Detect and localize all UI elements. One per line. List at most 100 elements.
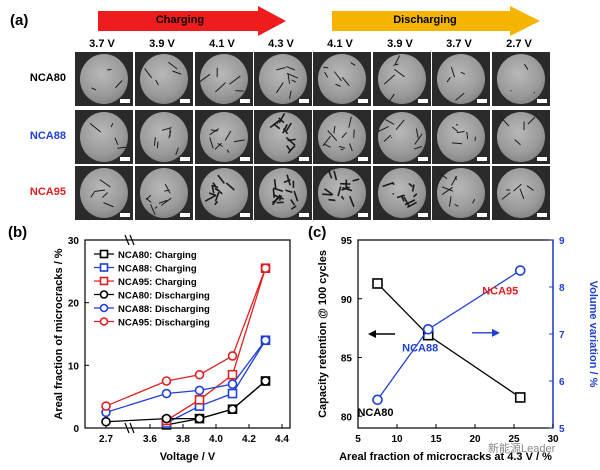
data-point	[194, 413, 205, 424]
sem-image	[373, 110, 431, 164]
series-line	[166, 267, 267, 382]
particle-cross-section	[378, 54, 426, 104]
scale-bar	[240, 99, 250, 103]
crack-pattern	[438, 172, 476, 207]
scale-bar	[180, 213, 190, 217]
sem-image	[313, 110, 371, 164]
particle-cross-section	[259, 168, 307, 218]
crack-pattern	[323, 62, 356, 87]
voltage-label: 3.9 V	[149, 38, 175, 50]
sem-image	[492, 52, 550, 106]
data-point	[161, 413, 172, 424]
scale-bar	[477, 157, 487, 161]
particle-cross-section	[80, 168, 128, 218]
data-point	[227, 404, 238, 414]
sem-image	[195, 52, 253, 106]
crack-pattern	[451, 123, 476, 145]
particle-cross-section	[200, 112, 248, 162]
sem-image	[492, 166, 550, 220]
x-tick-label: 4.2	[242, 434, 256, 445]
scale-bar	[299, 157, 309, 161]
scale-bar	[299, 99, 309, 103]
data-point	[194, 395, 205, 405]
crack-pattern	[144, 61, 182, 86]
sem-image	[432, 166, 490, 220]
crack-pattern	[498, 115, 536, 146]
crack-pattern	[209, 128, 245, 153]
left-axis-arrowhead	[368, 330, 376, 338]
scale-bar	[240, 213, 250, 217]
row-label-nca95: NCA95	[29, 186, 66, 198]
scale-bar	[477, 99, 487, 103]
crack-pattern	[153, 127, 179, 155]
data-point	[101, 401, 111, 411]
legend-marker	[99, 263, 109, 272]
legend-marker	[99, 249, 109, 259]
y-axis-label: Capacity retention @ 100 cycles	[317, 250, 329, 418]
x-tick-label: 20	[469, 434, 481, 445]
data-point	[260, 335, 271, 346]
legend-entry: NCA80: Discharging	[118, 291, 210, 302]
y-tick-label: 95	[341, 236, 353, 247]
crack-pattern	[199, 67, 244, 93]
scale-bar	[299, 213, 309, 217]
x-tick-label: 3.6	[143, 434, 157, 445]
series-line-segment	[105, 380, 167, 407]
voltage-label: 4.1 V	[327, 38, 353, 50]
scale-bar	[537, 213, 547, 217]
x-axis-label: Areal fraction of microcracks at 4.3 V /…	[339, 451, 552, 463]
x-tick-label: 4.0	[209, 434, 223, 445]
y-tick-label: 80	[341, 412, 353, 423]
legend-entry: NCA88: Discharging	[118, 304, 210, 315]
sem-image	[492, 110, 550, 164]
sem-image	[313, 52, 371, 106]
volume-point	[372, 394, 383, 406]
legend-marker	[99, 290, 109, 299]
sem-image	[254, 110, 312, 164]
x-tick-label: 15	[430, 434, 442, 445]
crack-pattern	[501, 183, 534, 200]
voltage-label: 2.7 V	[506, 38, 532, 50]
data-point	[227, 351, 238, 361]
crack-pattern	[382, 181, 418, 208]
y2-tick-label: 8	[559, 283, 565, 294]
series-line	[166, 339, 267, 395]
scale-bar	[477, 213, 487, 217]
x-tick-label: 30	[547, 434, 559, 445]
particle-cross-section	[497, 54, 545, 104]
y2-tick-label: 6	[559, 377, 565, 388]
y-tick-label: 0	[73, 424, 79, 435]
discharging-label: Discharging	[393, 14, 457, 26]
watermark: 新能源Leader	[488, 443, 556, 455]
crack-pattern	[91, 68, 123, 91]
y-tick-label: 30	[68, 236, 80, 247]
sem-image	[75, 166, 133, 220]
sem-image	[195, 166, 253, 220]
y2-tick-label: 5	[559, 424, 565, 435]
particle-cross-section	[378, 168, 426, 218]
volume-point	[514, 265, 526, 276]
particle-cross-section	[200, 168, 248, 218]
y2-axis-label: Volume variation / %	[587, 281, 599, 388]
scale-bar	[120, 99, 130, 103]
sem-image	[254, 52, 312, 106]
series-line	[166, 339, 267, 424]
discharging-arrow	[332, 6, 540, 36]
data-point	[227, 379, 238, 389]
particle-cross-section	[318, 168, 366, 218]
y-tick-label: 90	[341, 295, 353, 306]
axis-break-mark	[129, 234, 135, 246]
y-axis-label: Areal fraction of microcracks / %	[53, 248, 65, 419]
panel-c-label: (c)	[308, 224, 327, 241]
crack-pattern	[510, 63, 535, 94]
data-point	[161, 388, 172, 399]
sem-image	[254, 166, 312, 220]
scale-bar	[418, 157, 428, 161]
voltage-label: 4.3 V	[268, 38, 294, 50]
particle-cross-section	[140, 54, 188, 104]
y-tick-label: 85	[341, 354, 353, 365]
microcrack-voltage-chart: 2.7 3.6 3.8 4.0 4.2 4.4 0 10 20 30 Voltage / V Area…	[53, 234, 291, 463]
crack-pattern	[383, 55, 405, 104]
scale-bar	[180, 99, 190, 103]
voltage-label: 3.7 V	[446, 38, 472, 50]
